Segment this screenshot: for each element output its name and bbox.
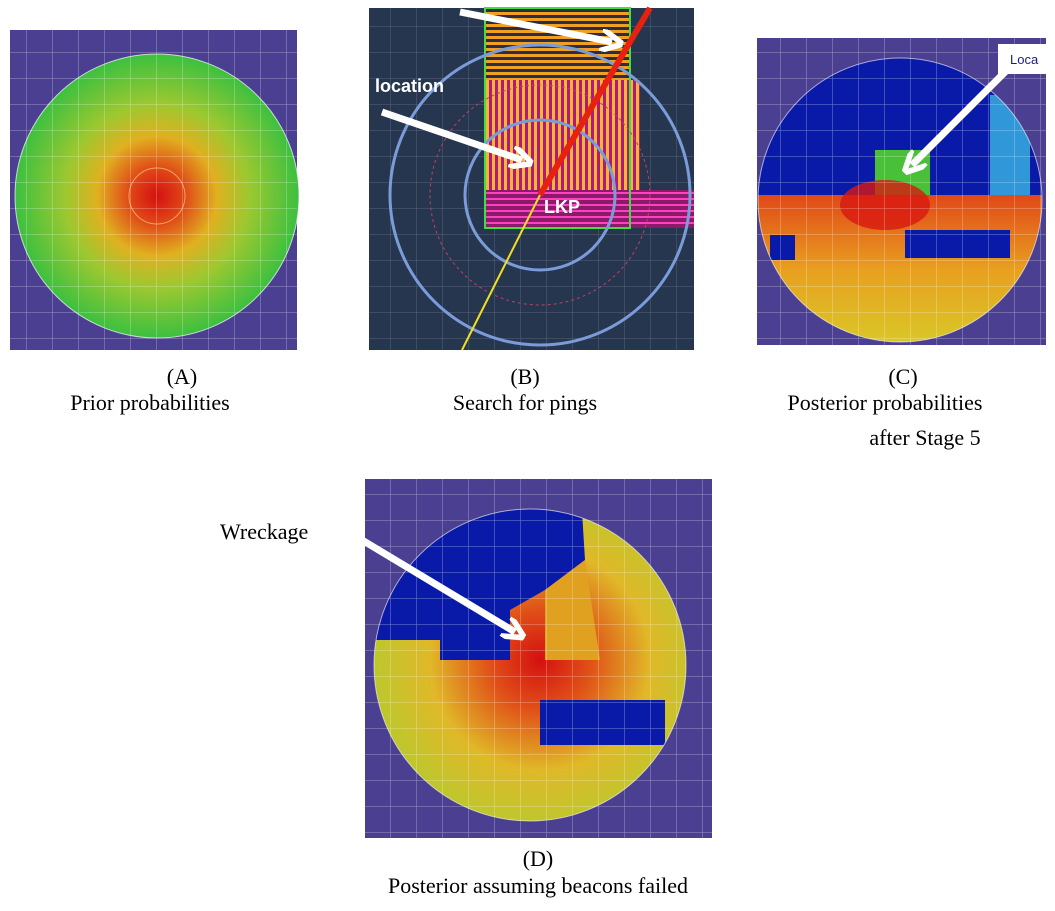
panel-a-image <box>10 30 299 350</box>
panel-caption: Prior probabilities <box>70 390 229 415</box>
panel-caption: after Stage 5 <box>869 425 980 450</box>
panel-b-image-shape <box>485 190 694 228</box>
image-annotation: Loca <box>1010 52 1039 67</box>
panel-caption: Search for pings <box>453 390 597 415</box>
panel-label: (D) <box>523 846 554 871</box>
panel-caption: Posterior probabilities <box>788 390 983 415</box>
panel-c-image <box>757 38 1055 345</box>
panel-c-image-shape <box>757 38 1046 345</box>
panel-b-image-shape <box>485 80 640 190</box>
panel-label: (C) <box>888 364 917 389</box>
panel-d-image-shape <box>365 479 712 838</box>
panel-b-image <box>369 8 694 350</box>
figure: (A) Prior probabilities location LKP (B)… <box>0 0 1055 911</box>
panel-a-image-shape <box>10 30 297 350</box>
panel-caption: Posterior assuming beacons failed <box>388 873 688 898</box>
annotation: Wreckage <box>220 519 308 544</box>
image-annotation: location <box>375 76 444 96</box>
panel-d-image <box>340 460 740 860</box>
panel-label: (A) <box>167 364 198 389</box>
image-annotation: LKP <box>544 197 580 217</box>
panel-label: (B) <box>510 364 539 389</box>
